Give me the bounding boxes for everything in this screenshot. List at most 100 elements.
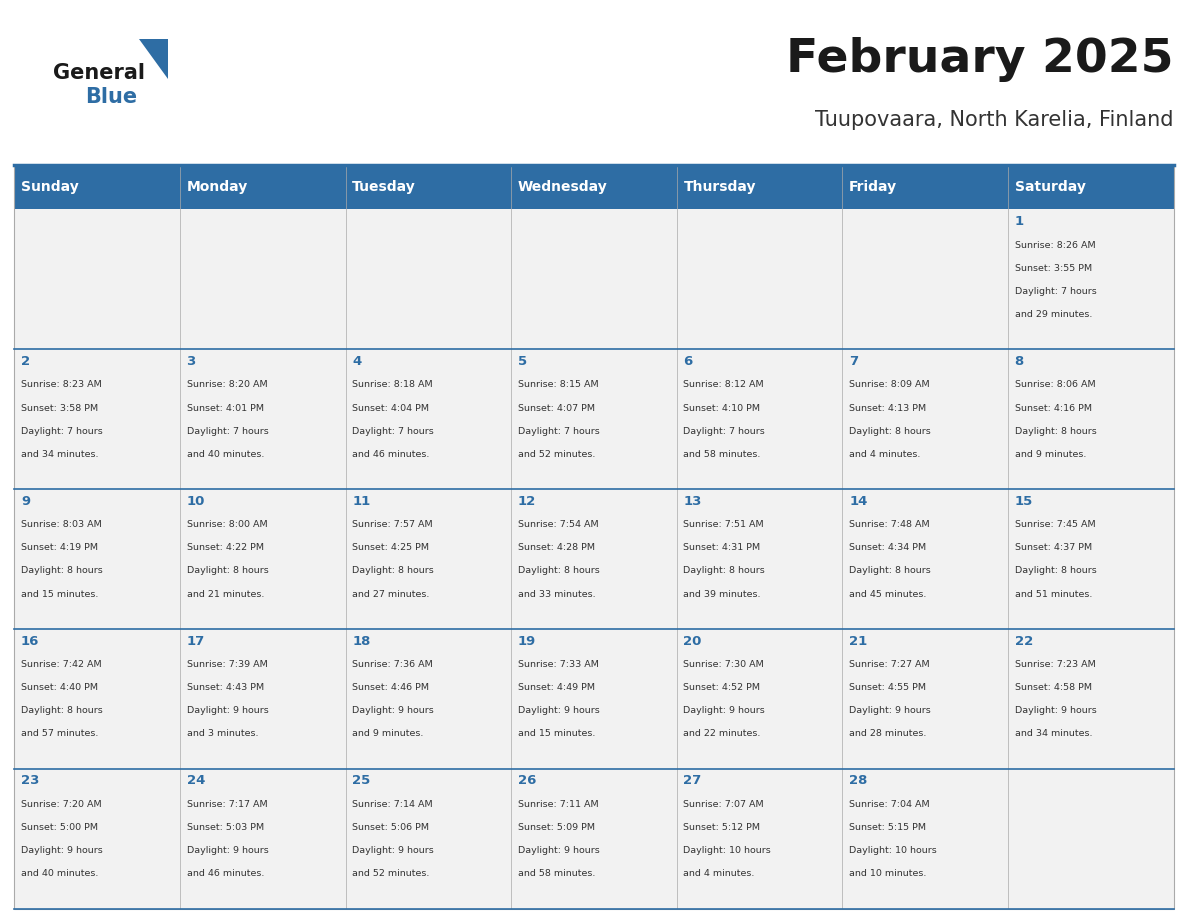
Bar — [511, 769, 677, 909]
Bar — [179, 629, 346, 769]
Text: and 21 minutes.: and 21 minutes. — [187, 589, 264, 599]
Bar — [1009, 629, 1174, 769]
Bar — [677, 165, 842, 209]
Text: 2: 2 — [21, 354, 30, 368]
Text: Daylight: 7 hours: Daylight: 7 hours — [683, 427, 765, 435]
Text: and 29 minutes.: and 29 minutes. — [1015, 309, 1092, 319]
Text: Sunrise: 8:00 AM: Sunrise: 8:00 AM — [187, 521, 267, 530]
Text: Sunrise: 7:45 AM: Sunrise: 7:45 AM — [1015, 521, 1095, 530]
Text: 12: 12 — [518, 495, 536, 508]
Text: Daylight: 8 hours: Daylight: 8 hours — [187, 566, 268, 576]
Text: 11: 11 — [352, 495, 371, 508]
Text: and 15 minutes.: and 15 minutes. — [21, 589, 99, 599]
Text: Sunset: 3:58 PM: Sunset: 3:58 PM — [21, 404, 97, 412]
Text: 5: 5 — [518, 354, 527, 368]
Bar — [1009, 349, 1174, 489]
Text: 27: 27 — [683, 775, 702, 788]
Text: Sunrise: 8:06 AM: Sunrise: 8:06 AM — [1015, 380, 1095, 389]
Text: and 57 minutes.: and 57 minutes. — [21, 730, 99, 738]
Text: Daylight: 7 hours: Daylight: 7 hours — [518, 427, 600, 435]
Bar — [346, 769, 511, 909]
Text: Sunrise: 8:12 AM: Sunrise: 8:12 AM — [683, 380, 764, 389]
Bar — [346, 629, 511, 769]
Bar — [1009, 769, 1174, 909]
Bar — [14, 165, 179, 209]
Text: 1: 1 — [1015, 215, 1024, 228]
Bar — [346, 165, 511, 209]
Text: Sunset: 4:01 PM: Sunset: 4:01 PM — [187, 404, 264, 412]
Text: and 15 minutes.: and 15 minutes. — [518, 730, 595, 738]
Text: Sunrise: 8:03 AM: Sunrise: 8:03 AM — [21, 521, 102, 530]
Bar — [179, 165, 346, 209]
Text: 3: 3 — [187, 354, 196, 368]
Bar — [842, 769, 1009, 909]
Bar — [179, 209, 346, 349]
Text: 25: 25 — [352, 775, 371, 788]
Bar — [14, 489, 179, 629]
Text: Sunrise: 7:33 AM: Sunrise: 7:33 AM — [518, 660, 599, 669]
Text: 14: 14 — [849, 495, 867, 508]
Text: 17: 17 — [187, 634, 204, 647]
Text: and 9 minutes.: and 9 minutes. — [352, 730, 424, 738]
Text: Daylight: 8 hours: Daylight: 8 hours — [1015, 566, 1097, 576]
Text: Daylight: 7 hours: Daylight: 7 hours — [187, 427, 268, 435]
Text: Daylight: 9 hours: Daylight: 9 hours — [518, 846, 600, 856]
Text: and 40 minutes.: and 40 minutes. — [21, 869, 99, 879]
Text: 16: 16 — [21, 634, 39, 647]
Text: Sunset: 4:34 PM: Sunset: 4:34 PM — [849, 543, 927, 553]
Text: Sunset: 4:43 PM: Sunset: 4:43 PM — [187, 683, 264, 692]
Text: Sunset: 5:09 PM: Sunset: 5:09 PM — [518, 823, 595, 833]
Text: Daylight: 8 hours: Daylight: 8 hours — [518, 566, 600, 576]
Text: General: General — [53, 62, 145, 83]
Text: and 51 minutes.: and 51 minutes. — [1015, 589, 1092, 599]
Text: Sunrise: 7:36 AM: Sunrise: 7:36 AM — [352, 660, 432, 669]
Text: Sunrise: 7:14 AM: Sunrise: 7:14 AM — [352, 800, 432, 809]
Text: Sunset: 4:19 PM: Sunset: 4:19 PM — [21, 543, 97, 553]
Text: Daylight: 9 hours: Daylight: 9 hours — [518, 706, 600, 715]
Text: and 27 minutes.: and 27 minutes. — [352, 589, 430, 599]
Bar — [179, 349, 346, 489]
Text: Sunset: 4:22 PM: Sunset: 4:22 PM — [187, 543, 264, 553]
Text: February 2025: February 2025 — [786, 37, 1174, 82]
Text: Sunset: 4:55 PM: Sunset: 4:55 PM — [849, 683, 927, 692]
Text: Daylight: 10 hours: Daylight: 10 hours — [849, 846, 937, 856]
Text: Daylight: 7 hours: Daylight: 7 hours — [21, 427, 102, 435]
Polygon shape — [139, 39, 168, 79]
Text: Sunday: Sunday — [21, 180, 78, 195]
Text: Sunset: 4:28 PM: Sunset: 4:28 PM — [518, 543, 595, 553]
Bar — [842, 629, 1009, 769]
Text: Daylight: 8 hours: Daylight: 8 hours — [21, 566, 102, 576]
Text: and 39 minutes.: and 39 minutes. — [683, 589, 762, 599]
Text: Sunset: 4:04 PM: Sunset: 4:04 PM — [352, 404, 429, 412]
Text: and 52 minutes.: and 52 minutes. — [518, 450, 595, 459]
Text: Daylight: 8 hours: Daylight: 8 hours — [683, 566, 765, 576]
Text: 10: 10 — [187, 495, 204, 508]
Text: and 58 minutes.: and 58 minutes. — [683, 450, 760, 459]
Text: 18: 18 — [352, 634, 371, 647]
Text: Daylight: 8 hours: Daylight: 8 hours — [849, 427, 931, 435]
Text: Sunrise: 8:15 AM: Sunrise: 8:15 AM — [518, 380, 599, 389]
Text: Sunrise: 8:20 AM: Sunrise: 8:20 AM — [187, 380, 267, 389]
Text: Tuesday: Tuesday — [352, 180, 416, 195]
Text: Sunset: 4:07 PM: Sunset: 4:07 PM — [518, 404, 595, 412]
Text: Sunset: 4:10 PM: Sunset: 4:10 PM — [683, 404, 760, 412]
Text: Sunrise: 7:11 AM: Sunrise: 7:11 AM — [518, 800, 599, 809]
Bar — [346, 489, 511, 629]
Text: Sunset: 4:58 PM: Sunset: 4:58 PM — [1015, 683, 1092, 692]
Text: Daylight: 7 hours: Daylight: 7 hours — [1015, 286, 1097, 296]
Text: Daylight: 9 hours: Daylight: 9 hours — [187, 706, 268, 715]
Bar — [842, 349, 1009, 489]
Text: and 46 minutes.: and 46 minutes. — [187, 869, 264, 879]
Text: 28: 28 — [849, 775, 867, 788]
Text: Thursday: Thursday — [683, 180, 756, 195]
Text: Sunrise: 7:17 AM: Sunrise: 7:17 AM — [187, 800, 267, 809]
Text: Sunset: 5:00 PM: Sunset: 5:00 PM — [21, 823, 97, 833]
Bar — [346, 209, 511, 349]
Text: and 40 minutes.: and 40 minutes. — [187, 450, 264, 459]
Text: Sunset: 4:49 PM: Sunset: 4:49 PM — [518, 683, 595, 692]
Text: and 22 minutes.: and 22 minutes. — [683, 730, 760, 738]
Text: 20: 20 — [683, 634, 702, 647]
Text: 7: 7 — [849, 354, 858, 368]
Text: and 3 minutes.: and 3 minutes. — [187, 730, 258, 738]
Bar — [179, 769, 346, 909]
